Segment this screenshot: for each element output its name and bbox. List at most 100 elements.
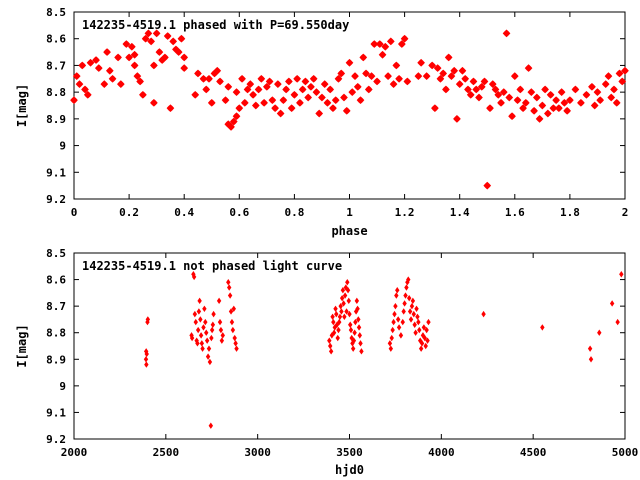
data-point [596,96,605,104]
data-point [406,276,411,283]
data-point [345,58,354,67]
data-point [395,287,400,294]
data-point [180,53,189,62]
bottom-panel: 142235-4519.1 not phased light curve hjd… [15,247,638,477]
data-point [130,61,139,70]
data-point [274,80,282,88]
data-point [218,326,224,334]
x-tick-label: 1.8 [560,206,580,219]
data-point [557,88,566,96]
data-point [145,316,151,323]
data-point [433,64,442,72]
data-point [453,115,461,123]
data-point [480,77,489,86]
data-point [513,96,522,104]
data-point [538,101,547,110]
data-point [232,88,241,96]
data-point [455,80,464,88]
data-point [163,32,172,40]
data-point [254,85,263,94]
y-tick-label: 8.5 [46,247,66,260]
data-point [431,104,439,113]
data-point [566,96,574,104]
data-point [400,34,409,43]
data-point [233,340,238,347]
data-point [393,302,398,310]
data-point [199,74,208,83]
data-point [192,310,198,318]
data-point [204,329,209,336]
data-point [271,104,279,113]
data-point [152,29,161,38]
data-point [224,82,233,91]
data-point [577,98,585,107]
data-point [246,80,255,88]
data-point [217,318,223,326]
data-point [327,337,332,344]
data-point [549,104,558,113]
top-axis-ticks: 0 0.2 0.4 0.6 0.8 1 1.2 1.4 1.6 1.8 2 8.5 8.6 8.7 8.8 8… [46,6,628,219]
data-point [337,318,342,326]
data-point [133,72,142,80]
data-point [103,48,111,56]
data-point [227,292,233,299]
data-point [336,326,341,334]
data-point [527,88,536,96]
data-point [144,361,149,368]
data-point [150,61,158,70]
y-tick-label: 8.8 [46,86,66,99]
data-point [621,66,629,75]
data-point [203,318,208,326]
data-point [351,72,359,80]
data-point [355,305,360,312]
bottom-data-points [143,271,624,429]
data-point [143,356,149,363]
y-tick-label: 9.2 [46,433,66,446]
data-point [466,90,475,99]
data-point [100,80,109,88]
top-panel: 142235-4519.1 phased with P=69.550day ph… [15,6,629,238]
data-point [139,90,147,99]
data-point [240,98,249,107]
data-point [535,115,544,123]
data-point [144,350,149,358]
data-point [378,50,387,59]
data-point [334,74,343,83]
data-point [403,77,412,86]
data-point [342,313,347,320]
y-tick-label: 8.7 [46,59,66,72]
data-point [387,340,393,347]
data-point [447,72,456,80]
data-point [481,310,486,318]
data-point [331,318,336,326]
bottom-x-axis-label: hjd0 [335,463,364,477]
data-point [428,61,436,70]
data-point [328,348,334,355]
data-point [406,294,412,302]
data-point [472,85,481,94]
data-point [362,69,370,78]
data-point [348,326,354,334]
data-point [189,334,195,342]
data-point [205,353,211,360]
data-point [345,279,350,286]
data-point [422,72,431,80]
data-point [257,74,266,83]
data-point [177,34,186,43]
x-tick-label: 5000 [612,446,639,459]
data-point [610,85,618,94]
x-tick-label: 0.6 [229,206,249,219]
data-point [196,308,202,315]
data-point [381,42,390,51]
data-point [389,80,398,88]
y-tick-label: 9.2 [46,193,66,206]
data-point [416,318,421,326]
data-point [114,53,122,62]
data-point [597,329,602,336]
data-point [352,329,357,336]
data-point [232,334,237,342]
data-point [227,123,235,131]
data-point [86,58,95,67]
data-point [563,107,571,115]
